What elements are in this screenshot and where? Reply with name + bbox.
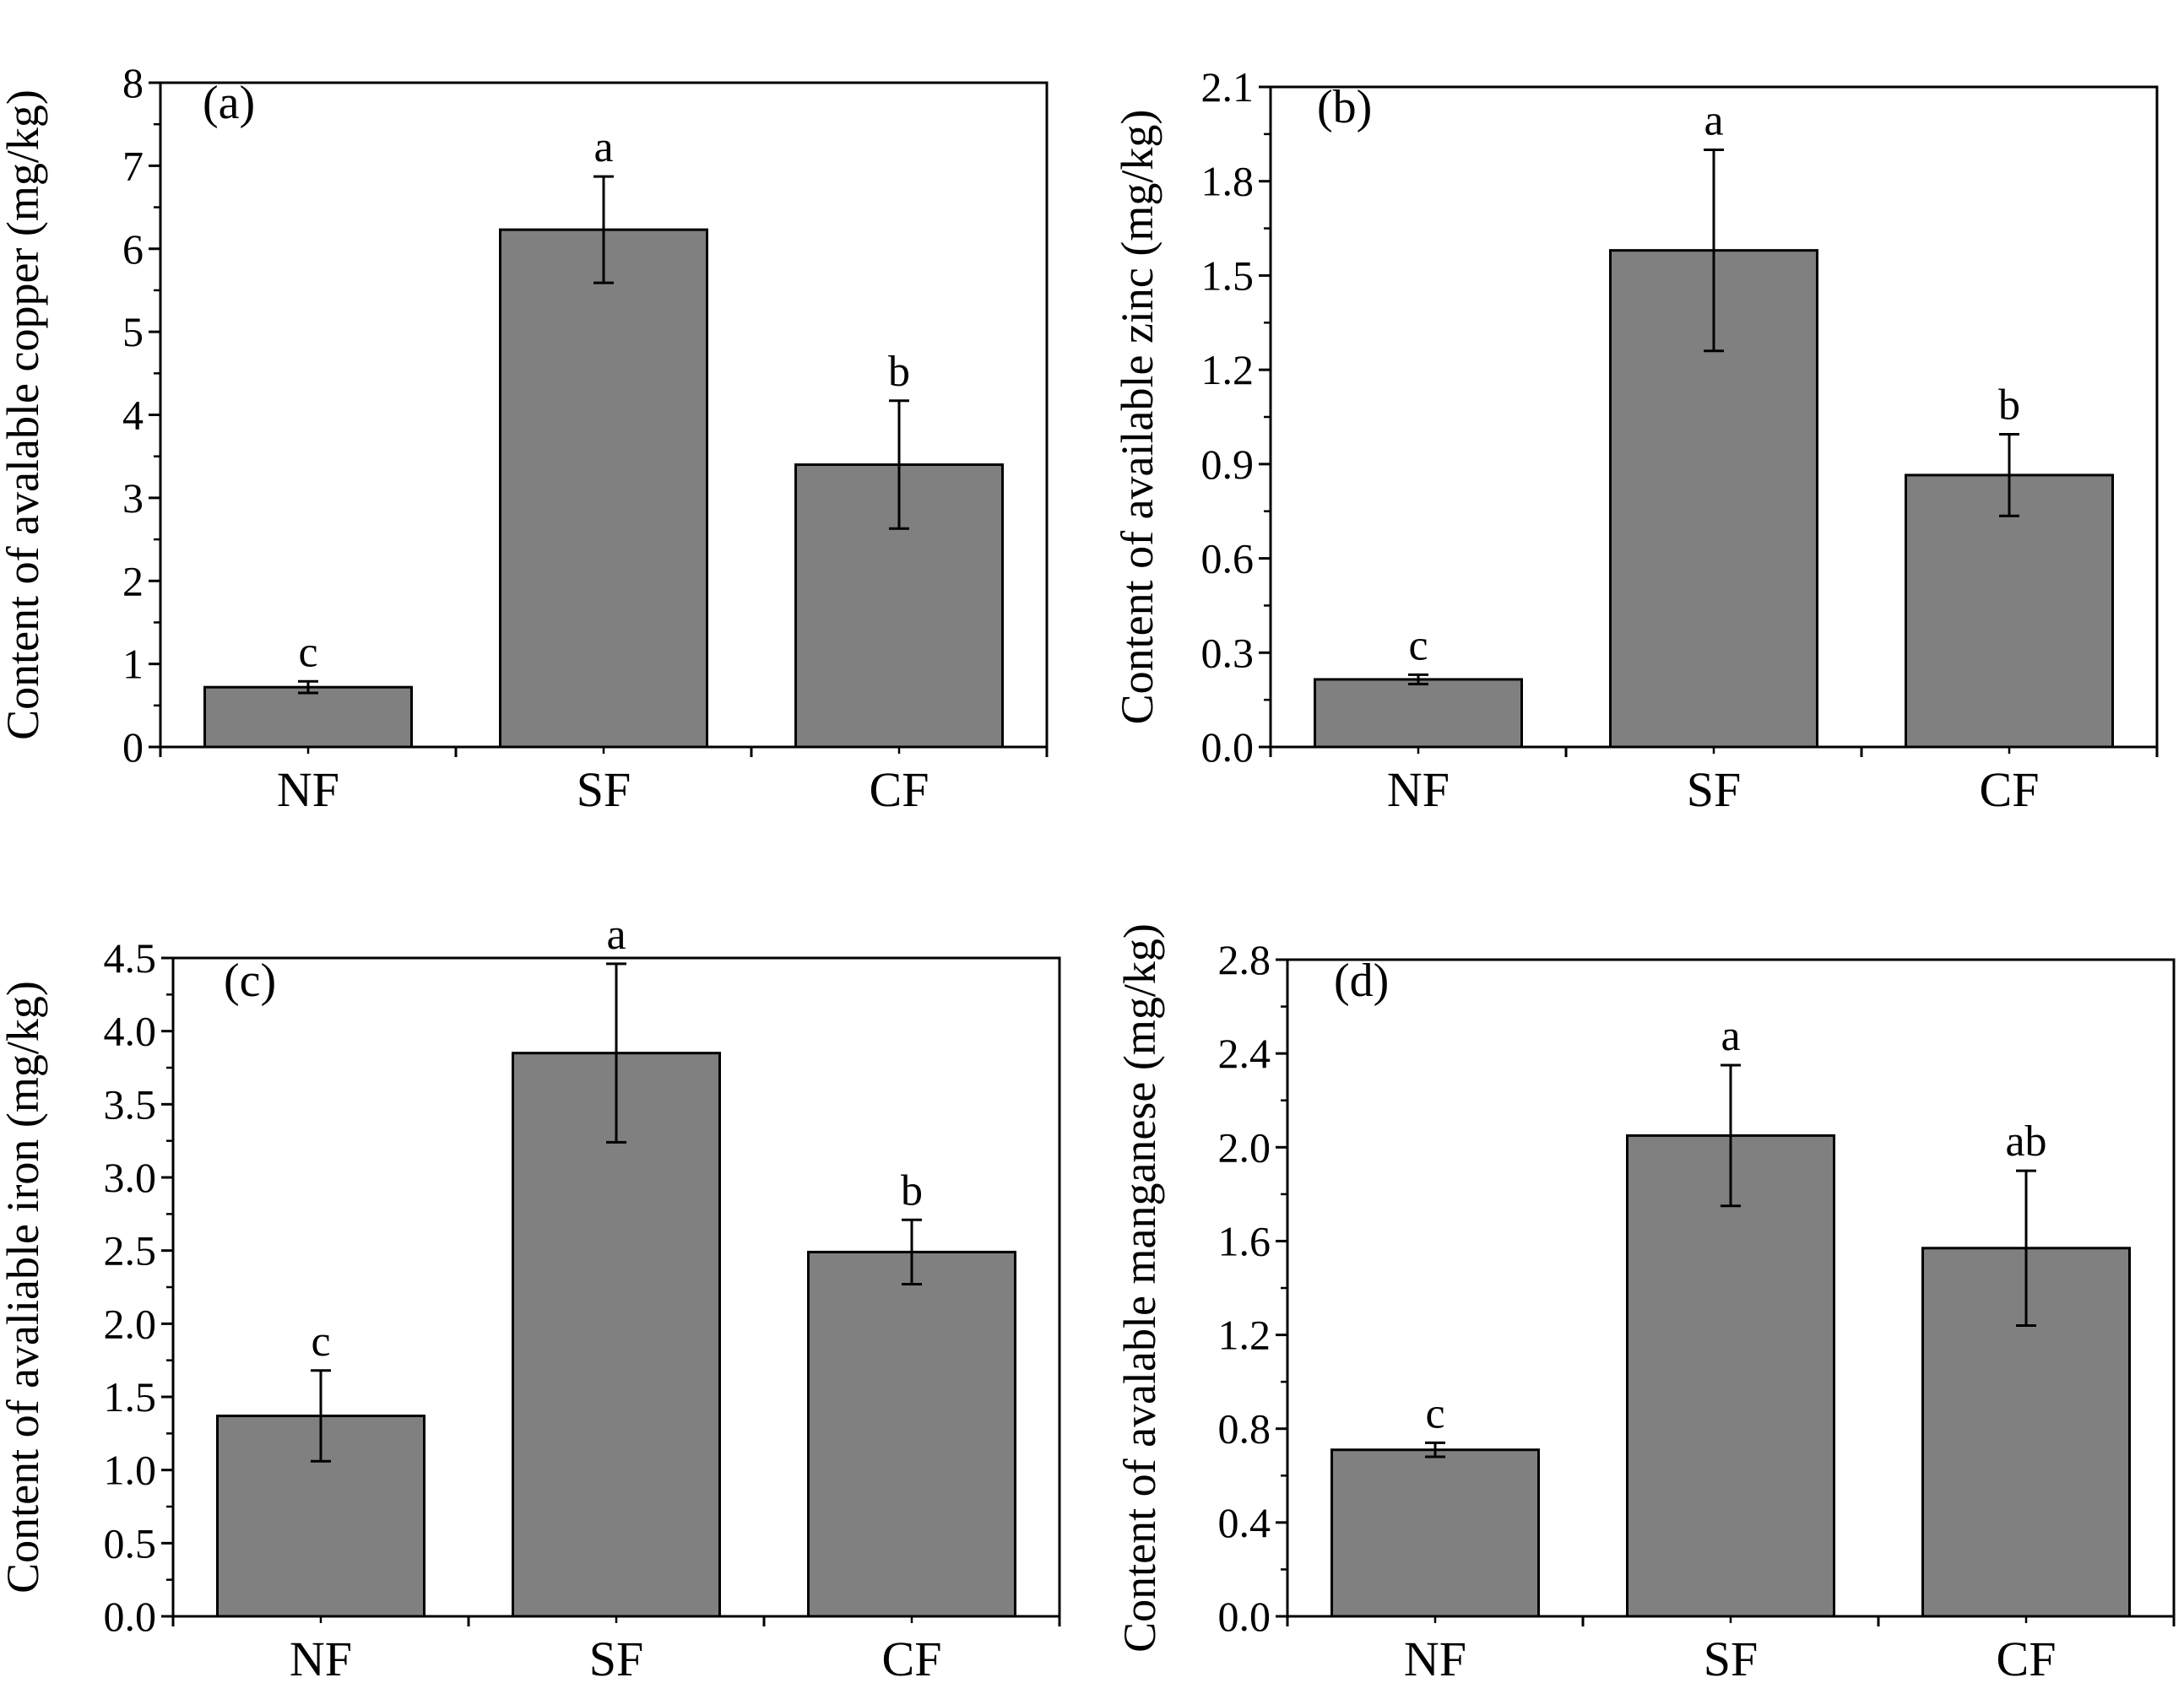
y-tick-label: 0.6 — [1201, 535, 1255, 582]
bar-nf — [1330, 1448, 1540, 1618]
bar-cf — [1905, 474, 2114, 749]
y-tick-label: 0.0 — [1218, 1593, 1271, 1640]
y-tick-label: 1 — [122, 641, 144, 688]
bar-sf — [1626, 1134, 1835, 1618]
y-tick-label: 0.4 — [1218, 1499, 1271, 1546]
y-tick-label: 4.0 — [104, 1008, 157, 1055]
y-tick-label: 1.5 — [104, 1373, 157, 1421]
y-tick-label: 5 — [122, 308, 144, 355]
x-tick-label: SF — [577, 762, 631, 817]
y-tick-label: 0.8 — [1218, 1405, 1271, 1453]
significance-label: a — [606, 911, 626, 959]
significance-label: c — [311, 1318, 330, 1366]
x-tick-label: SF — [589, 1632, 644, 1683]
x-tick-label: CF — [1997, 1632, 2057, 1683]
bar-cf — [807, 1250, 1016, 1618]
bar-sf — [512, 1052, 721, 1618]
x-tick-label: NF — [1404, 1632, 1466, 1683]
significance-label: a — [1721, 1012, 1740, 1060]
y-axis-title: Content of available zinc (mg/kg) — [1112, 110, 1162, 725]
y-tick-label: 1.5 — [1201, 252, 1255, 299]
y-tick-label: 0.9 — [1201, 441, 1255, 488]
y-tick-label: 2 — [122, 557, 144, 604]
y-tick-label: 3 — [122, 474, 144, 522]
significance-label: ab — [2005, 1117, 2046, 1166]
y-tick-label: 4.5 — [104, 934, 157, 982]
y-tick-label: 0.5 — [104, 1519, 157, 1567]
significance-label: b — [1998, 381, 2020, 429]
y-tick-label: 7 — [122, 142, 144, 189]
x-tick-label: SF — [1704, 1632, 1759, 1683]
panel-label: (c) — [224, 955, 276, 1007]
y-tick-label: 3.5 — [104, 1080, 157, 1128]
y-tick-label: 2.4 — [1218, 1030, 1271, 1077]
significance-label: c — [1408, 621, 1428, 669]
y-tick-label: 4 — [122, 392, 144, 439]
y-tick-label: 0.0 — [104, 1593, 157, 1640]
y-tick-label: 2.0 — [104, 1300, 157, 1347]
x-tick-label: CF — [882, 1632, 942, 1683]
y-tick-label: 2.8 — [1218, 936, 1271, 983]
y-axis-title: Content of avalable copper (mg/kg) — [0, 89, 48, 740]
y-tick-label: 8 — [122, 59, 144, 106]
significance-label: a — [593, 123, 613, 171]
chart-panel-a: 0 1 2 3 4 5 6 7 8 c NF a SF b CF (a) Content of avalable… — [0, 59, 1049, 817]
y-tick-label: 1.6 — [1218, 1217, 1271, 1264]
x-tick-label: NF — [1387, 762, 1450, 817]
panel-label: (d) — [1334, 955, 1389, 1007]
bar-sf — [499, 228, 708, 749]
y-tick-label: 2.5 — [104, 1227, 157, 1274]
y-tick-label: 0 — [122, 723, 144, 771]
x-tick-label: SF — [1687, 762, 1742, 817]
x-tick-label: CF — [1980, 762, 2040, 817]
bar-nf — [203, 685, 413, 749]
x-tick-label: NF — [290, 1632, 352, 1683]
x-tick-label: NF — [277, 762, 339, 817]
chart-panel-c: 0.0 0.5 1.0 1.5 2.0 2.5 3.0 3.5 4.0 4.5 c NF a SF b CF (… — [0, 911, 1061, 1683]
y-tick-label: 1.8 — [1201, 158, 1255, 205]
panel-label: (b) — [1317, 81, 1372, 133]
x-tick-label: CF — [870, 762, 929, 817]
y-tick-label: 6 — [122, 225, 144, 273]
y-tick-label: 2.1 — [1201, 63, 1255, 111]
significance-label: c — [1425, 1389, 1444, 1437]
y-tick-label: 3.0 — [104, 1154, 157, 1201]
significance-label: b — [901, 1166, 923, 1215]
significance-label: b — [888, 348, 910, 396]
y-axis-title: Content of avaliable iron (mg/kg) — [0, 981, 48, 1594]
chart-panel-b: 0.0 0.3 0.6 0.9 1.2 1.5 1.8 2.1 c NF a SF b CF (b) Cont… — [1112, 63, 2159, 817]
significance-label: a — [1704, 96, 1723, 144]
y-tick-label: 1.0 — [104, 1447, 157, 1494]
y-tick-label: 1.2 — [1218, 1312, 1271, 1359]
y-tick-label: 0.0 — [1201, 723, 1255, 771]
chart-panel-d: 0.0 0.4 0.8 1.2 1.6 2.0 2.4 2.8 c NF a SF ab CF (d) Con… — [1114, 923, 2176, 1683]
panel-label: (a) — [203, 77, 255, 129]
y-tick-label: 0.3 — [1201, 629, 1255, 676]
y-tick-label: 2.0 — [1218, 1123, 1271, 1171]
y-tick-label: 1.2 — [1201, 346, 1255, 393]
significance-label: c — [298, 628, 317, 676]
bar-nf — [1314, 678, 1523, 749]
y-axis-title: Content of avalable manganese (mg/kg) — [1114, 923, 1165, 1653]
